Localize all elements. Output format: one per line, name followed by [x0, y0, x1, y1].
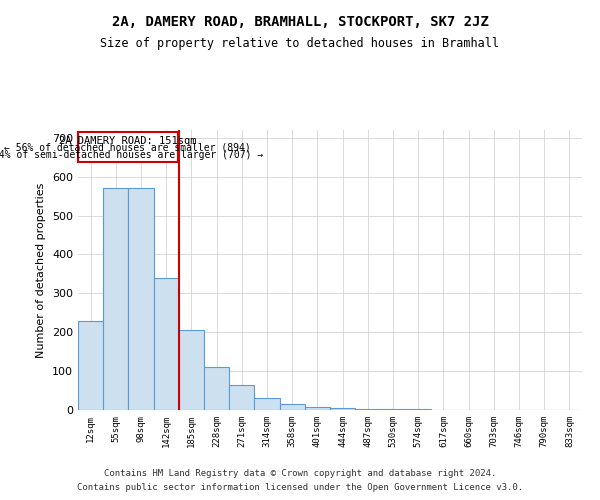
Text: 2A DAMERY ROAD: 151sqm: 2A DAMERY ROAD: 151sqm: [59, 136, 197, 146]
Bar: [305, 407, 330, 410]
Y-axis label: Number of detached properties: Number of detached properties: [37, 182, 46, 358]
Bar: [154, 278, 179, 410]
Bar: [355, 409, 380, 410]
Bar: [254, 398, 280, 410]
FancyBboxPatch shape: [78, 132, 178, 162]
Text: Size of property relative to detached houses in Bramhall: Size of property relative to detached ho…: [101, 38, 499, 51]
Bar: [330, 408, 355, 410]
Bar: [78, 320, 103, 410]
Bar: [406, 409, 431, 410]
Text: Contains HM Land Registry data © Crown copyright and database right 2024.: Contains HM Land Registry data © Crown c…: [104, 468, 496, 477]
Text: ← 56% of detached houses are smaller (894): ← 56% of detached houses are smaller (89…: [4, 143, 251, 153]
Bar: [128, 188, 154, 410]
Bar: [380, 409, 406, 410]
Text: 44% of semi-detached houses are larger (707) →: 44% of semi-detached houses are larger (…: [0, 150, 263, 160]
Bar: [204, 367, 229, 410]
Text: Contains public sector information licensed under the Open Government Licence v3: Contains public sector information licen…: [77, 484, 523, 492]
Text: 2A, DAMERY ROAD, BRAMHALL, STOCKPORT, SK7 2JZ: 2A, DAMERY ROAD, BRAMHALL, STOCKPORT, SK…: [112, 15, 488, 29]
Bar: [229, 384, 254, 410]
Bar: [103, 188, 128, 410]
Bar: [280, 404, 305, 410]
Bar: [179, 330, 204, 410]
